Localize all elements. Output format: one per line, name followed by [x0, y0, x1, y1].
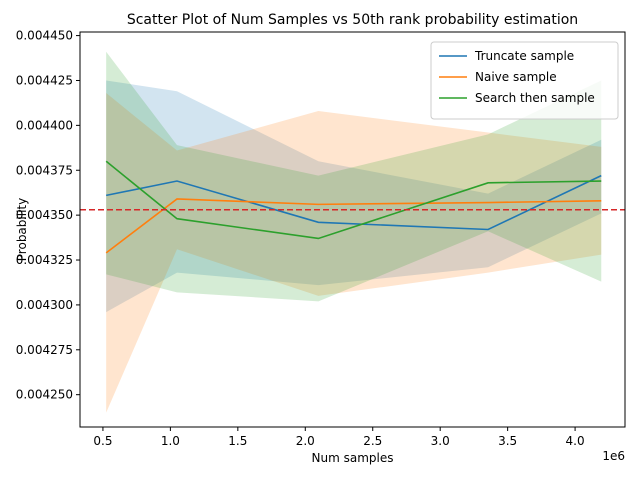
confidence-bands	[106, 51, 602, 413]
y-tick-label: 0.004450	[16, 29, 73, 43]
legend: Truncate sample Naive sample Search then s…	[430, 41, 619, 120]
x-axis-label: Num samples	[312, 451, 394, 465]
y-tick-label: 0.004350	[16, 208, 73, 222]
x-axis-ticks: 0.5 1.0 1.5 2.0 2.5 3.0 3.5 4.0	[93, 427, 585, 448]
x-tick-label: 2.5	[363, 434, 382, 448]
search-then-sample-legend-label: Search then sample	[475, 91, 595, 105]
y-tick-label: 0.004300	[16, 298, 73, 312]
y-axis-ticks: 0.004250 0.004275 0.004300 0.004325 0.004350…	[16, 29, 80, 402]
y-tick-label: 0.004275	[16, 343, 73, 357]
truncate-sample-band	[106, 80, 602, 313]
x-tick-label: 2.0	[296, 434, 315, 448]
naive-sample-legend-label: Naive sample	[475, 70, 557, 84]
search-then-sample-line	[105, 160, 602, 240]
series-lines	[105, 160, 602, 254]
y-axis-label: Probability	[15, 198, 29, 261]
x-tick-label: 3.0	[431, 434, 450, 448]
y-tick-label: 0.004400	[16, 118, 73, 132]
naive-sample-band	[106, 93, 602, 413]
search-then-sample-band	[106, 51, 602, 302]
y-tick-label: 0.004325	[16, 253, 73, 267]
legend-box	[430, 41, 619, 120]
x-tick-label: 1.5	[228, 434, 247, 448]
y-tick-label: 0.004375	[16, 163, 73, 177]
truncate-sample-line	[106, 174, 602, 231]
y-tick-label: 0.004250	[16, 388, 73, 402]
x-tick-label: 0.5	[93, 434, 112, 448]
y-tick-label: 0.004425	[16, 73, 73, 87]
truncate-sample-legend-label: Truncate sample	[474, 49, 574, 63]
x-tick-label: 4.0	[566, 434, 585, 448]
x-tick-label: 3.5	[498, 434, 517, 448]
chart-title: Scatter Plot of Num Samples vs 50th rank…	[127, 12, 578, 28]
x-tick-label: 1.0	[161, 434, 180, 448]
x-axis-offset-label: 1e6	[602, 449, 625, 463]
plot-frame	[79, 31, 626, 428]
naive-sample-line	[105, 198, 602, 254]
